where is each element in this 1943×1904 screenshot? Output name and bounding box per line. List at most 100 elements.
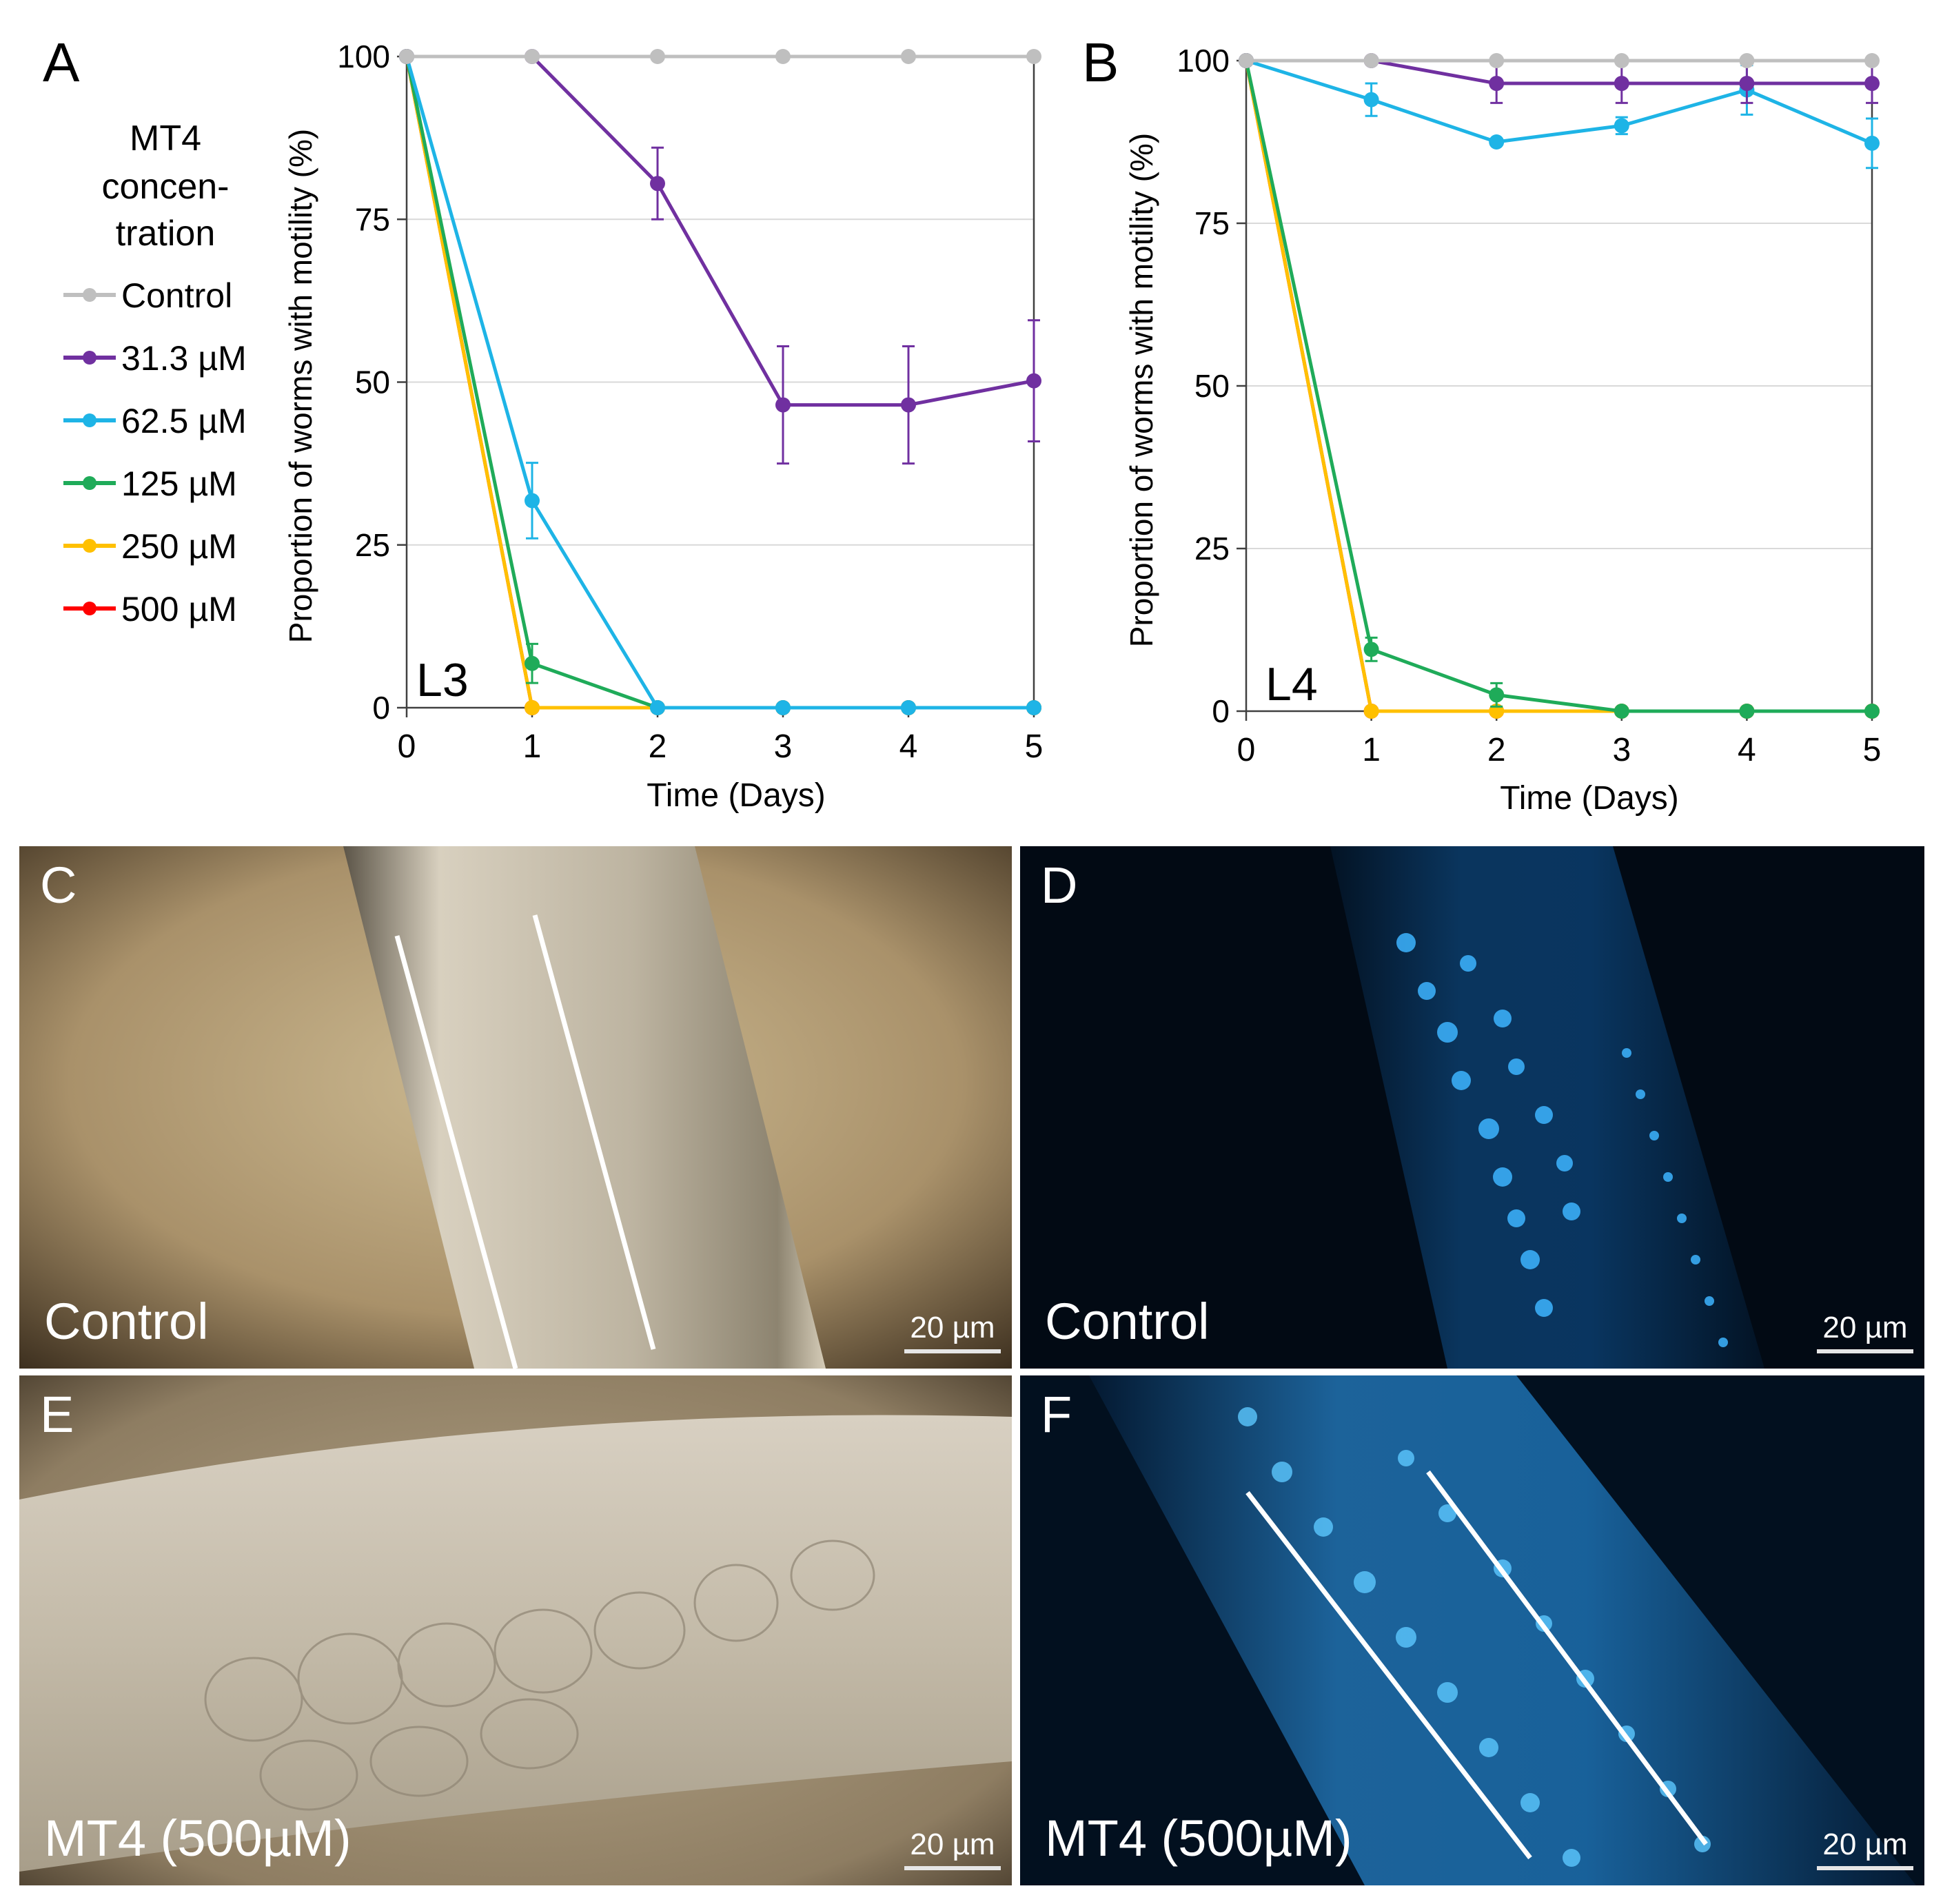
micrograph-d-caption: Control: [1045, 1293, 1210, 1350]
chart-a-x-tick-label-1: 1: [523, 728, 542, 765]
chart-a-series-2-point-4: [901, 700, 916, 715]
legend-label-1: 31.3 µM: [121, 339, 247, 378]
micrograph-c-scale-line: [904, 1349, 1001, 1353]
chart-b-series-3-point-1: [1363, 642, 1379, 657]
chart-b-stage-label: L4: [1265, 658, 1318, 710]
chart-b-y-axis-label: Proportion of worms with motility (%): [1123, 133, 1159, 647]
chart-a-x-tick-label-4: 4: [899, 728, 918, 765]
micrograph-e-image: [19, 1375, 1012, 1885]
chart-a-series-3-point-1: [525, 655, 540, 671]
chart-a-x-tick-label-2: 2: [649, 728, 667, 765]
chart-a-series-1-point-2: [650, 176, 665, 192]
micrograph-e-scale-label: 20 µm: [910, 1828, 995, 1861]
chart-b-series-1-point-2: [1489, 76, 1505, 92]
chart-a-series-0-point-0: [399, 49, 414, 64]
micrograph-f-scale-line: [1817, 1866, 1913, 1870]
panel-letter-a: A: [43, 32, 80, 93]
micrograph-e-scale-line: [904, 1866, 1001, 1870]
chart-b-series-0-point-4: [1739, 53, 1755, 68]
legend-marker-0: [83, 288, 96, 302]
chart-b-y-tick-label-2: 50: [1194, 368, 1230, 404]
chart-a-y-tick-label-0: 0: [372, 690, 390, 726]
chart-b-x-tick-label-2: 2: [1487, 732, 1506, 768]
chart-b-series: [1239, 53, 1880, 719]
chart-a-series-2-point-2: [650, 700, 665, 715]
charts-area: MT4 concen- tration Control 31.3 µM 62.5 µ…: [43, 32, 1881, 817]
micrograph-e: E MT4 (500µM) 20 µm: [19, 1375, 1012, 1885]
chart-a-series-1-point-4: [901, 397, 916, 413]
legend-label-3: 125 µM: [121, 464, 237, 503]
chart-a-series-0-point-1: [525, 49, 540, 64]
micrograph-d-scale-bar: 20 µm: [1817, 1311, 1913, 1353]
micrograph-f-caption: MT4 (500µM): [1045, 1810, 1352, 1867]
chart-b-series-3-point-5: [1864, 704, 1880, 719]
legend-marker-2: [83, 413, 96, 427]
chart-a-series: [399, 49, 1041, 715]
micrograph-d-scale-line: [1817, 1349, 1913, 1353]
micrograph-e-scale-bar: 20 µm: [904, 1828, 1001, 1870]
chart-a-series-0-point-5: [1026, 49, 1041, 64]
chart-a-series-1: [399, 49, 1041, 465]
chart-b-series-3-point-4: [1739, 704, 1755, 719]
chart-b-y-ticks: 0 25 50 75 100: [1177, 43, 1246, 729]
chart-a-stage-label: L3: [416, 654, 469, 706]
chart-a: A 0 25 50 75 100 0 1 2 3 4 5 Time (Days) Proporti…: [43, 32, 1043, 814]
chart-b-x-ticks: 0 1 2 3 4 5: [1237, 711, 1881, 768]
legend-marker-4: [83, 539, 96, 553]
chart-b-x-tick-label-3: 3: [1612, 732, 1631, 768]
micrograph-c-letter: C: [40, 857, 77, 914]
chart-b-series-0-point-1: [1363, 53, 1379, 68]
micrograph-f-scale-bar: 20 µm: [1817, 1828, 1913, 1870]
chart-a-x-tick-label-3: 3: [774, 728, 793, 765]
chart-b-series-0-point-2: [1489, 53, 1505, 68]
chart-a-y-tick-label-3: 75: [355, 201, 390, 237]
chart-b-series-1-point-3: [1614, 76, 1629, 92]
chart-b-series-2-point-1: [1363, 92, 1379, 108]
micrograph-c-scale-label: 20 µm: [910, 1311, 995, 1344]
micrograph-c: C Control 20 µm: [19, 846, 1012, 1369]
chart-b-series-2-line: [1245, 59, 1873, 145]
chart-b-y-tick-label-3: 75: [1194, 205, 1230, 241]
micrograph-d: D Control 20 µm: [1020, 846, 1924, 1369]
chart-a-series-0: [399, 49, 1041, 64]
chart-a-y-ticks: 0 25 50 75 100: [337, 39, 407, 726]
chart-a-series-0-point-3: [775, 49, 791, 64]
micrograph-f-scale-label: 20 µm: [1822, 1828, 1908, 1861]
chart-b-series-4-point-1: [1363, 704, 1379, 719]
micrograph-f-image: [1020, 1375, 1924, 1885]
chart-a-series-2-point-3: [775, 700, 791, 715]
chart-b-series-3-point-2: [1489, 687, 1505, 703]
chart-a-x-ticks: 0 1 2 3 4 5: [398, 708, 1044, 765]
chart-a-series-4-point-1: [525, 700, 540, 715]
chart-b-series-0: [1239, 53, 1880, 68]
chart-b-y-tick-label-4: 100: [1177, 43, 1230, 79]
chart-a-y-tick-label-1: 25: [355, 527, 390, 563]
chart-a-x-tick-label-5: 5: [1025, 728, 1044, 765]
legend-label-5: 500 µM: [121, 590, 237, 628]
chart-b-x-tick-label-0: 0: [1237, 732, 1256, 768]
micrograph-d-image: [1020, 846, 1924, 1369]
chart-a-y-tick-label-2: 50: [355, 365, 390, 400]
chart-a-series-2-line: [405, 56, 1034, 710]
chart-a-x-tick-label-0: 0: [398, 728, 416, 765]
chart-b-series-0-point-0: [1239, 53, 1254, 68]
legend-title-line-1: MT4: [130, 119, 201, 158]
chart-b-y-tick-label-0: 0: [1212, 693, 1230, 729]
chart-b-series-1-point-4: [1739, 76, 1755, 92]
chart-b-series-1-line: [1246, 59, 1872, 85]
micrograph-e-caption: MT4 (500µM): [44, 1810, 352, 1867]
legend-label-4: 250 µM: [121, 527, 237, 566]
micrograph-c-caption: Control: [44, 1293, 209, 1350]
chart-a-y-tick-label-4: 100: [337, 39, 390, 74]
chart-b-y-tick-label-1: 25: [1194, 531, 1230, 566]
chart-b-x-tick-label-4: 4: [1738, 732, 1756, 768]
chart-b-series-0-point-3: [1614, 53, 1629, 68]
micrograph-f: F MT4 (500µM) 20 µm: [1020, 1375, 1924, 1885]
legend-title-line-2: concen-: [102, 167, 230, 207]
chart-a-gridlines: [407, 56, 1034, 546]
chart-a-series-1-line: [407, 54, 1035, 407]
chart-b-series-2-point-5: [1864, 135, 1880, 151]
chart-a-x-axis-label: Time (Days): [647, 777, 826, 814]
micrograph-c-scale-bar: 20 µm: [904, 1311, 1001, 1353]
legend-marker-5: [83, 602, 96, 615]
